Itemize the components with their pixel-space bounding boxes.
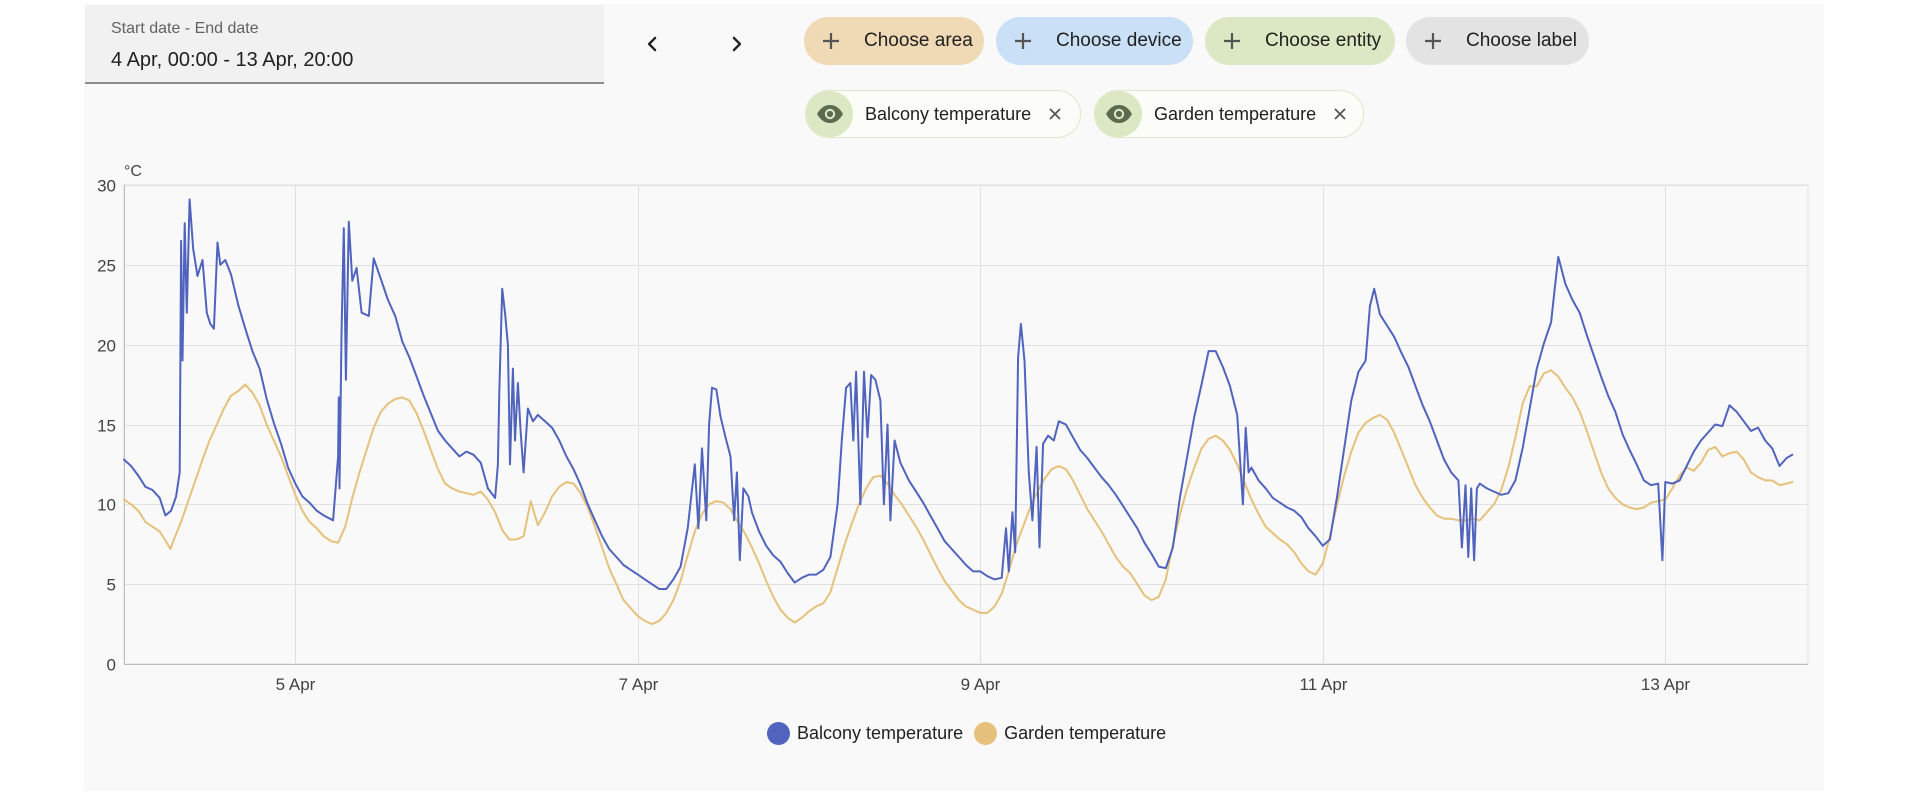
series-line-garden-temperature[interactable] (123, 369, 1794, 626)
legend-swatch-garden (974, 721, 998, 745)
choose-label-label: Choose label (1466, 30, 1577, 51)
y-axis-unit-label: °C (124, 163, 142, 180)
eye-icon[interactable] (806, 91, 853, 137)
chart-series[interactable] (123, 198, 1794, 626)
choose-device-button[interactable]: Choose device (996, 17, 1193, 65)
y-tick-label: 30 (97, 177, 116, 196)
chart-legend: Balcony temperature Garden temperature (767, 719, 1166, 747)
legend-label: Garden temperature (1004, 722, 1167, 743)
y-tick-label: 15 (97, 417, 116, 436)
y-tick-label: 25 (97, 257, 116, 276)
plus-icon (816, 26, 846, 56)
x-tick-label: 11 Apr (1300, 675, 1348, 694)
legend-swatch-balcony (767, 721, 790, 745)
date-range-label: Start date - End date (111, 20, 259, 37)
previous-period-button[interactable] (632, 24, 672, 64)
choose-entity-button[interactable]: Choose entity (1205, 17, 1395, 65)
plus-icon (1418, 26, 1448, 56)
date-range-picker[interactable]: Start date - End date 4 Apr, 00:00 - 13 … (85, 5, 604, 84)
chevron-left-icon (647, 36, 657, 52)
plus-icon (1217, 26, 1247, 56)
plus-icon (1008, 26, 1038, 56)
x-tick-label: 7 Apr (619, 675, 659, 694)
choose-area-label: Choose area (864, 30, 973, 51)
series-line-balcony-temperature[interactable] (123, 198, 1794, 590)
legend-item-garden-temperature[interactable]: Garden temperature (974, 721, 1167, 745)
choose-label-button[interactable]: Choose label (1406, 17, 1589, 65)
choose-entity-label: Choose entity (1265, 30, 1382, 51)
date-range-value: 4 Apr, 00:00 - 13 Apr, 20:00 (111, 49, 354, 71)
chart-grid (123, 184, 1809, 665)
plot-area (123, 184, 1809, 665)
y-tick-label: 20 (97, 337, 116, 356)
next-period-button[interactable] (717, 24, 757, 64)
close-icon[interactable] (1041, 100, 1069, 128)
x-tick-label: 13 Apr (1641, 675, 1690, 694)
selected-entity-balcony-temperature: Balcony temperature (805, 90, 1081, 138)
y-tick-label: 0 (107, 656, 116, 675)
close-icon[interactable] (1326, 100, 1354, 128)
chevron-right-icon (732, 36, 742, 52)
legend-label: Balcony temperature (797, 722, 964, 743)
selected-entity-garden-temperature: Garden temperature (1094, 90, 1364, 138)
y-tick-label: 10 (97, 496, 116, 515)
x-tick-label: 5 Apr (276, 675, 316, 694)
y-tick-label: 5 (107, 576, 116, 595)
choose-device-label: Choose device (1056, 30, 1182, 51)
selected-entity-label: Balcony temperature (865, 103, 1032, 124)
x-tick-label: 9 Apr (961, 675, 1001, 694)
legend-item-balcony-temperature[interactable]: Balcony temperature (767, 721, 964, 745)
chart-axes: 0 5 10 15 20 25 30 5 Apr 7 Apr 9 Apr 11 Apr 13 Apr °… (97, 163, 1690, 694)
choose-area-button[interactable]: Choose area (804, 17, 984, 65)
eye-icon[interactable] (1095, 91, 1142, 137)
selected-entity-label: Garden temperature (1154, 103, 1317, 124)
